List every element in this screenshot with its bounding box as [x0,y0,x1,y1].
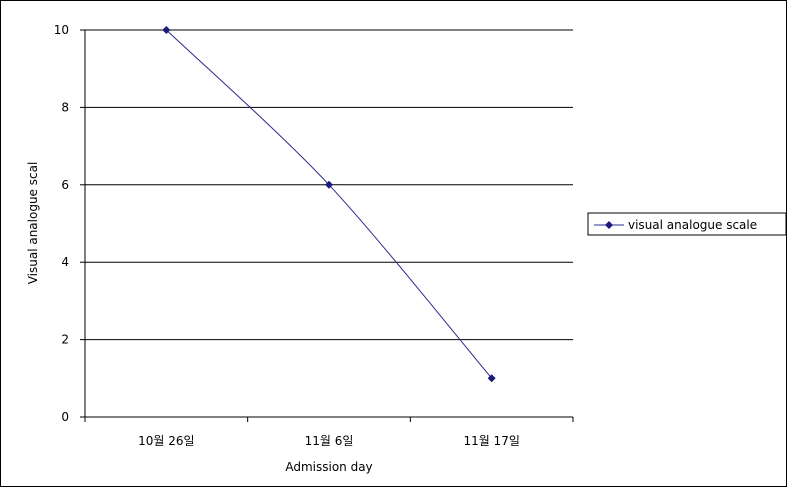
x-tick-label-0: 10월 26일 [138,434,194,448]
data-point-0-2 [487,374,496,383]
y-tick-label-0: 0 [61,410,69,424]
axes [84,30,573,418]
y-axis-title: Visual analogue scal [26,162,40,285]
y-tick-label-8: 8 [61,100,69,114]
x-axis-title: Admission day [285,460,372,474]
y-tick-label-4: 4 [61,255,69,269]
data-point-0-0 [162,26,171,34]
x-tick-label-1: 11월 6일 [305,434,354,448]
y-tick-label-10: 10 [54,23,69,37]
legend: visual analogue scale [587,212,787,236]
series-layer [162,26,496,383]
x-tick-label-2: 11월 17일 [463,434,519,448]
legend-box [587,212,787,236]
data-point-0-1 [325,180,333,189]
legend-marker-swatch [605,221,613,229]
y-tick-label-2: 2 [61,333,69,347]
y-tick-label-6: 6 [61,178,69,192]
series-line-0 [165,29,493,379]
legend-label: visual analogue scale [628,218,757,232]
x-axis-ticks: 10월 26일 11월 6일 11월 17일 [84,417,574,448]
y-axis-ticks: 0 2 4 6 8 10 [54,23,85,424]
